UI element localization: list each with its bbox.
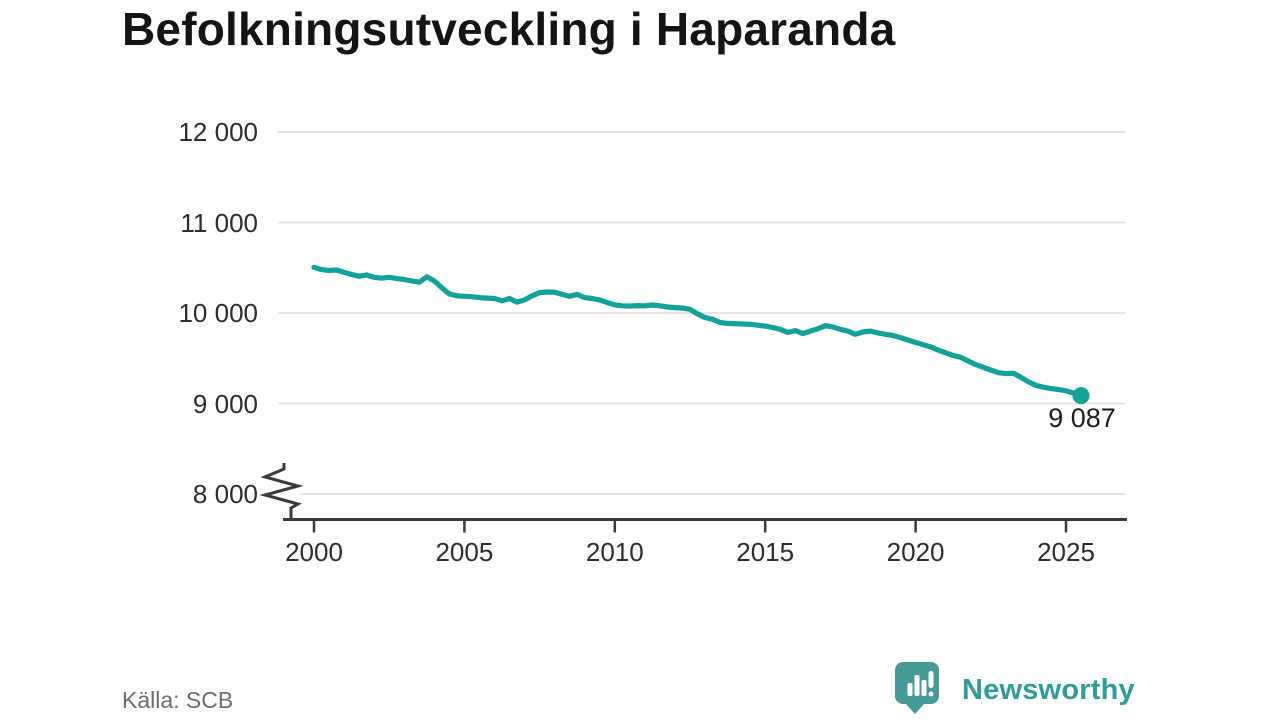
last-value-label: 9 087 bbox=[1048, 403, 1116, 433]
population-series-line bbox=[311, 264, 1084, 399]
source-label: Källa: SCB bbox=[122, 687, 234, 713]
newsworthy-logo: Newsworthy bbox=[895, 660, 1135, 716]
bar-chart-bubble-icon bbox=[895, 662, 939, 714]
chart-title: Befolkningsutveckling i Haparanda bbox=[122, 3, 896, 55]
x-tick-label-2020: 2020 bbox=[886, 537, 945, 567]
last-point-marker bbox=[1072, 387, 1090, 405]
y-tick-label-10000: 10 000 bbox=[178, 298, 258, 328]
y-tick-label-12000: 12 000 bbox=[178, 117, 258, 147]
y-tick-label-9000: 9 000 bbox=[192, 388, 258, 419]
y-tick-label-11000: 11 000 bbox=[180, 207, 258, 238]
x-tick-label-2025: 2025 bbox=[1037, 537, 1095, 567]
y-tick-label-8000: 8 000 bbox=[192, 479, 258, 509]
y-axis-break-icon bbox=[259, 463, 304, 519]
brand-name: Newsworthy bbox=[962, 673, 1135, 706]
x-tick-label-2000: 2000 bbox=[285, 537, 343, 567]
x-tick-label-2010: 2010 bbox=[585, 537, 644, 567]
x-tick-label-2005: 2005 bbox=[435, 537, 494, 567]
x-tick-label-2015: 2015 bbox=[736, 537, 795, 567]
